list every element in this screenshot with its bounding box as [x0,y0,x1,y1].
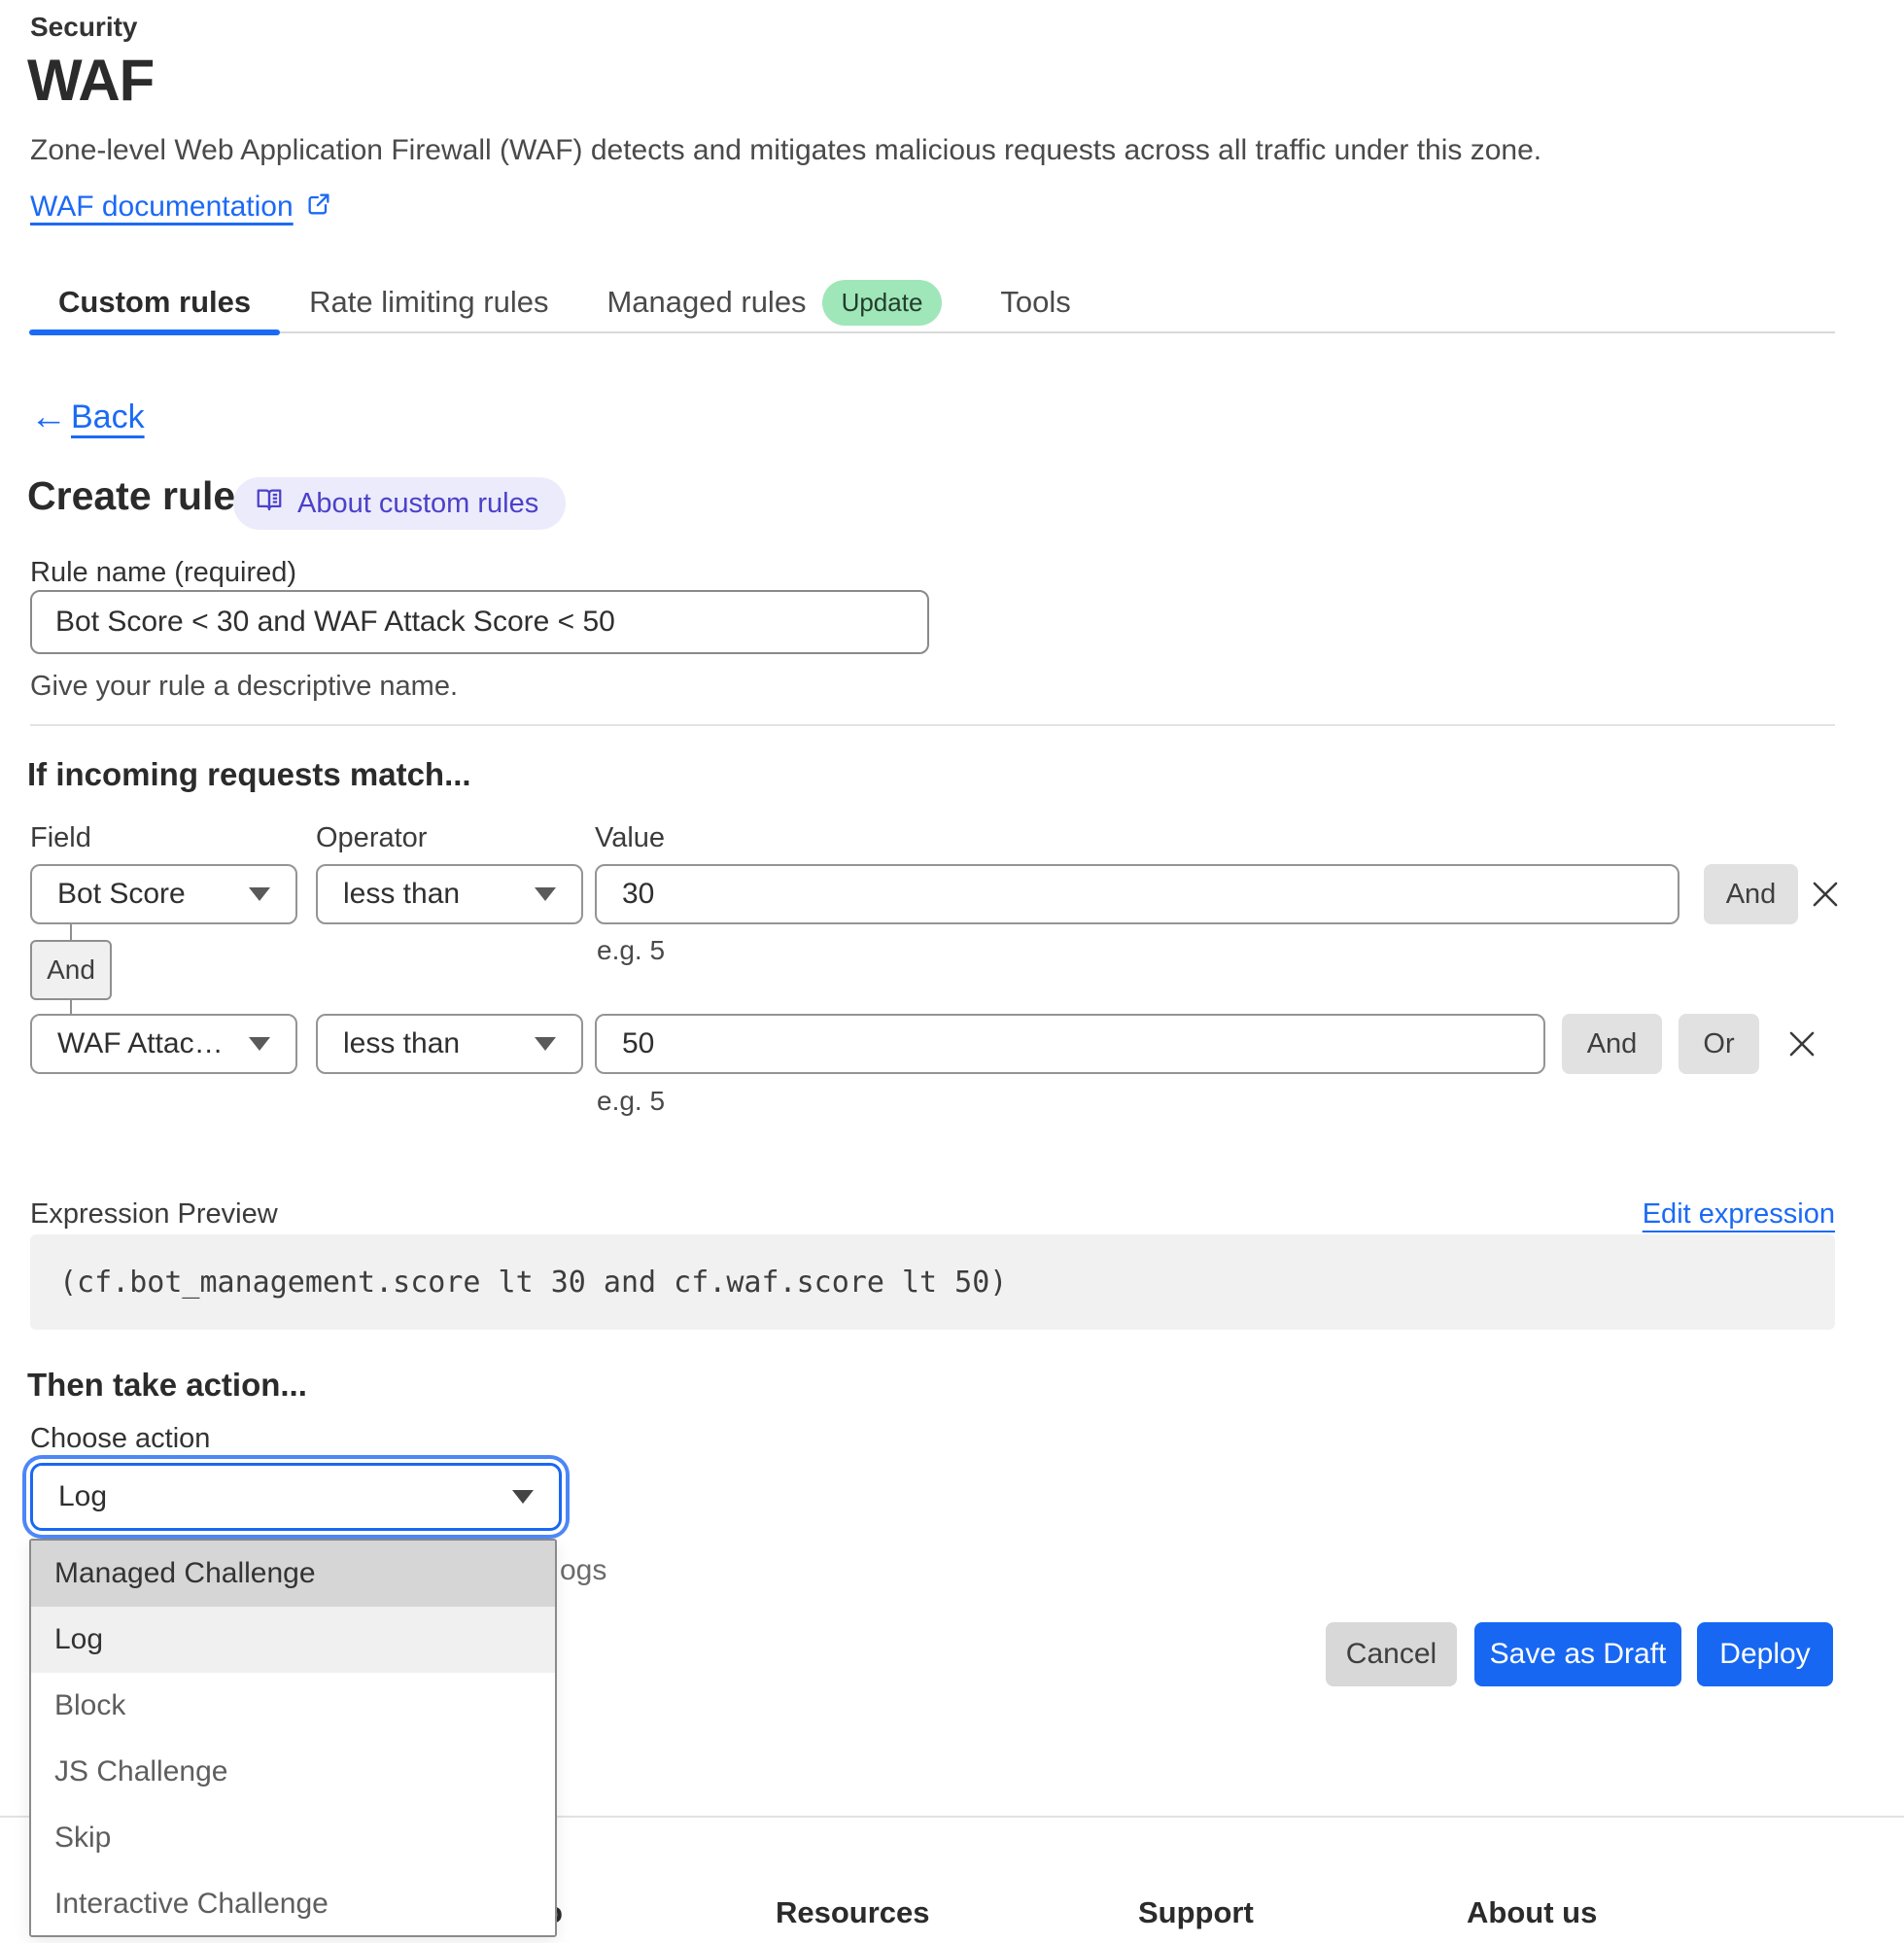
value-column-label: Value [595,822,666,853]
chevron-down-icon [249,887,270,901]
tab-managed-rules-label: Managed rules [606,285,807,319]
chevron-down-icon [512,1490,534,1504]
left-arrow-icon: ← [30,397,67,437]
dropdown-option-managed-challenge[interactable]: Managed Challenge [31,1541,555,1607]
update-badge: Update [821,279,943,326]
footer-heading-support: Support [1138,1895,1254,1929]
field-select-row1-value: Bot Score [57,878,186,910]
tab-bar: Custom rules Rate limiting rules Managed… [29,273,1835,335]
chevron-down-icon [249,1037,270,1051]
tab-rate-limiting-rules-label: Rate limiting rules [309,285,549,319]
then-take-action-heading: Then take action... [27,1367,307,1403]
action-dropdown-menu: Managed Challenge Log Block JS Challenge… [29,1539,557,1937]
field-select-row1[interactable]: Bot Score [30,864,297,924]
about-custom-rules-label: About custom rules [297,487,539,519]
save-as-draft-button[interactable]: Save as Draft [1474,1622,1681,1686]
tab-tools-label: Tools [1000,285,1071,319]
value-input-row2[interactable] [595,1014,1545,1074]
book-icon [255,485,284,522]
field-select-row2-value: WAF Attack S... [57,1027,237,1059]
close-icon [1807,882,1844,916]
incoming-requests-heading: If incoming requests match... [27,756,471,792]
tab-custom-rules[interactable]: Custom rules [29,273,281,335]
deploy-button[interactable]: Deploy [1697,1622,1833,1686]
rule-name-help-text: Give your rule a descriptive name. [30,671,459,702]
connector-line [70,924,72,940]
expression-preview-box: (cf.bot_management.score lt 30 and cf.wa… [30,1234,1835,1330]
remove-condition-button-row2[interactable] [1783,1025,1821,1064]
operator-column-label: Operator [316,822,428,853]
breadcrumb-security: Security [30,12,138,42]
footer-heading-about-us: About us [1467,1895,1598,1929]
footer-heading-resources: Resources [776,1895,930,1929]
operator-select-row2[interactable]: less than [316,1014,583,1074]
waf-documentation-link[interactable]: WAF documentation [30,189,332,226]
field-select-row2[interactable]: WAF Attack S... [30,1014,297,1074]
occluded-label-logs: ogs [560,1554,607,1586]
rule-name-input[interactable] [30,590,929,654]
cancel-button[interactable]: Cancel [1326,1622,1457,1686]
page-title: WAF [27,48,155,113]
operator-select-row1-value: less than [343,878,461,910]
add-and-condition-button-row2[interactable]: And [1562,1014,1662,1074]
waf-documentation-link-label: WAF documentation [30,191,294,223]
rule-name-label: Rule name (required) [30,557,297,588]
footer-divider [0,1816,1904,1818]
tab-rate-limiting-rules[interactable]: Rate limiting rules [280,273,577,331]
operator-select-row1[interactable]: less than [316,864,583,924]
dropdown-option-js-challenge[interactable]: JS Challenge [31,1739,555,1805]
field-column-label: Field [30,822,91,853]
dropdown-option-block[interactable]: Block [31,1673,555,1739]
chevron-down-icon [535,1037,556,1051]
about-custom-rules-link[interactable]: About custom rules [233,477,567,530]
value-hint-row1: e.g. 5 [597,935,666,965]
chevron-down-icon [535,887,556,901]
dropdown-option-interactive-challenge[interactable]: Interactive Challenge [31,1871,555,1935]
back-link[interactable]: ← Back [30,397,145,438]
external-link-icon [305,189,332,226]
choose-action-label: Choose action [30,1423,211,1454]
tab-tools[interactable]: Tools [971,273,1099,331]
choose-action-select-value: Log [58,1480,108,1512]
value-input-row1[interactable] [595,864,1679,924]
dropdown-option-log[interactable]: Log [31,1607,555,1673]
add-or-condition-button-row2[interactable]: Or [1679,1014,1759,1074]
dropdown-option-skip[interactable]: Skip [31,1805,555,1871]
create-rule-heading: Create rule [27,473,236,518]
tab-managed-rules[interactable]: Managed rules Update [577,273,971,331]
connector-line [70,1000,72,1014]
choose-action-select[interactable]: Log [30,1463,562,1531]
remove-condition-button-row1[interactable] [1806,876,1845,915]
close-icon [1783,1031,1820,1065]
operator-select-row2-value: less than [343,1027,461,1059]
tab-custom-rules-label: Custom rules [58,285,252,319]
page-description: Zone-level Web Application Firewall (WAF… [30,134,1542,166]
section-divider [30,724,1835,726]
and-connector-toggle[interactable]: And [30,940,112,1000]
value-hint-row2: e.g. 5 [597,1086,666,1116]
edit-expression-link[interactable]: Edit expression [1642,1198,1835,1230]
expression-preview-label: Expression Preview [30,1198,278,1230]
add-and-condition-button-row1[interactable]: And [1704,864,1798,924]
expression-code: (cf.bot_management.score lt 30 and cf.wa… [59,1265,1008,1300]
back-link-label: Back [71,399,145,435]
